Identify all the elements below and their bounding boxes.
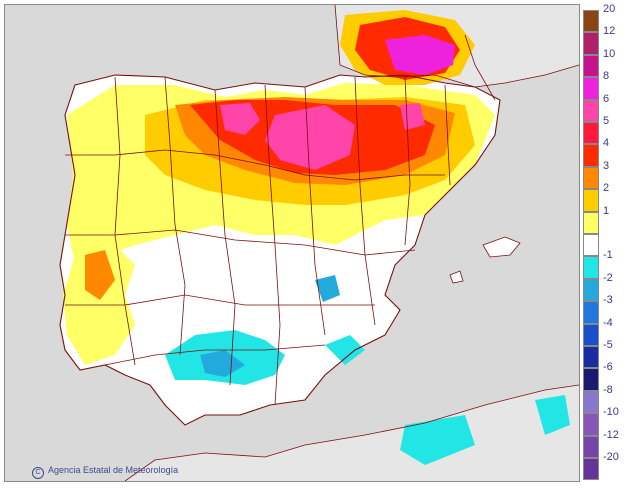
legend-label: 3 bbox=[603, 159, 610, 172]
legend-label: 5 bbox=[603, 115, 610, 127]
temperature-anomaly-map bbox=[4, 4, 580, 482]
legend-swatch bbox=[583, 368, 599, 391]
anomaly-6-b bbox=[265, 105, 355, 170]
legend-swatch bbox=[583, 390, 599, 414]
legend-label: 8 bbox=[603, 70, 610, 83]
legend-swatch bbox=[583, 189, 599, 212]
cold-1-africa bbox=[400, 415, 475, 465]
legend-label: -3 bbox=[603, 294, 613, 307]
legend-label: -20 bbox=[603, 451, 619, 463]
anomaly-6-a bbox=[220, 103, 260, 135]
legend-label: -4 bbox=[603, 316, 613, 329]
legend-swatch bbox=[583, 301, 599, 324]
province-boundaries bbox=[59, 34, 501, 426]
legend-swatch bbox=[583, 99, 599, 122]
legend-label: 20 bbox=[603, 3, 616, 15]
legend-label: -8 bbox=[603, 383, 613, 396]
legend-label: 6 bbox=[603, 92, 610, 105]
legend-swatch bbox=[583, 144, 599, 167]
legend-label: -12 bbox=[603, 428, 619, 441]
legend-swatch bbox=[583, 346, 599, 369]
cold-2-east bbox=[315, 275, 340, 302]
legend-label: 12 bbox=[603, 25, 616, 38]
legend-swatch bbox=[583, 234, 599, 257]
legend-swatch bbox=[583, 435, 599, 458]
legend-swatch bbox=[583, 10, 599, 33]
legend-swatch bbox=[583, 122, 599, 145]
cold-1-africa-east bbox=[535, 395, 570, 435]
map-svg bbox=[5, 5, 579, 481]
legend-swatch bbox=[583, 166, 599, 190]
legend-swatch bbox=[583, 32, 599, 55]
legend-label: -5 bbox=[603, 339, 613, 351]
legend-swatch bbox=[583, 323, 599, 346]
legend-label: -1 bbox=[603, 249, 613, 262]
legend-swatch bbox=[583, 77, 599, 100]
legend-swatch bbox=[583, 458, 599, 481]
legend-label: 10 bbox=[603, 47, 616, 60]
legend-swatch bbox=[583, 54, 599, 78]
copyright-icon: C bbox=[32, 467, 44, 479]
france-border bbox=[334, 5, 579, 88]
anomaly-3-west bbox=[85, 250, 115, 300]
legend-label: 4 bbox=[603, 137, 610, 150]
agency-name: Agencia Estatal de Meteorología bbox=[48, 465, 179, 475]
legend-swatch bbox=[583, 256, 599, 279]
legend-label: 2 bbox=[603, 182, 610, 195]
agency-credit: C Agencia Estatal de Meteorología bbox=[32, 465, 178, 479]
ibiza bbox=[449, 270, 464, 284]
legend-label: -2 bbox=[603, 271, 613, 284]
legend-swatch bbox=[583, 413, 599, 436]
legend-label: -6 bbox=[603, 361, 613, 374]
legend-swatch bbox=[583, 278, 599, 302]
north-africa-land bbox=[125, 385, 579, 481]
legend-swatch bbox=[583, 211, 599, 234]
cold-1-east bbox=[325, 335, 365, 365]
legend-label: -10 bbox=[603, 406, 619, 419]
africa-coast bbox=[124, 384, 579, 481]
cold-2-south bbox=[200, 350, 245, 377]
legend-label: 1 bbox=[603, 204, 610, 217]
balearic-islands bbox=[482, 236, 521, 258]
anomaly-france-8 bbox=[385, 35, 455, 75]
